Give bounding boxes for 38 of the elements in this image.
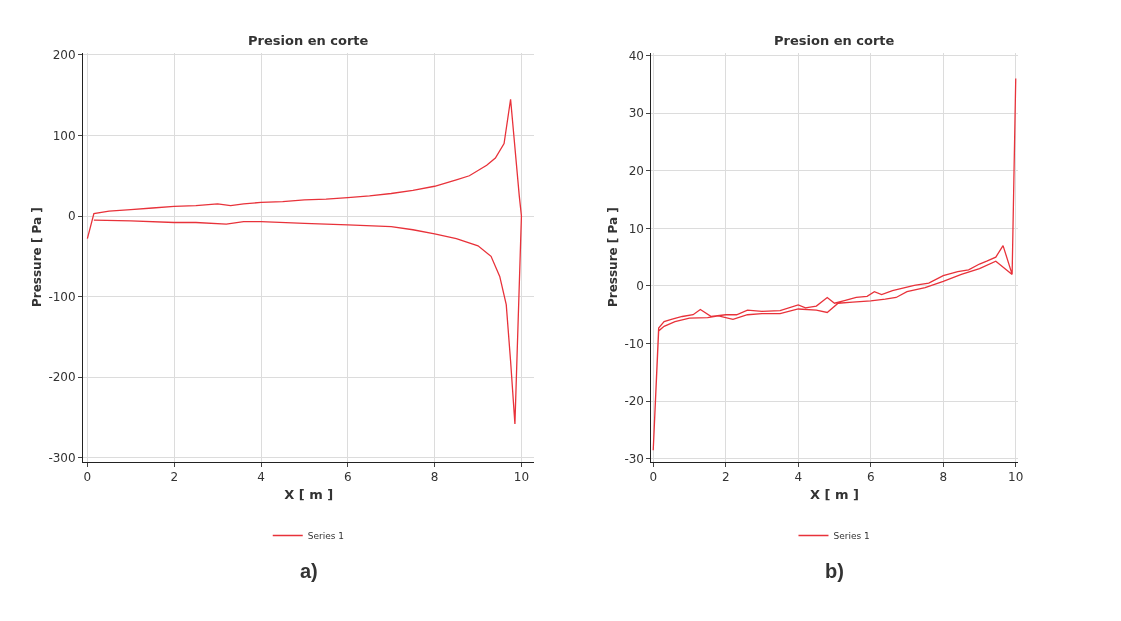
x-tick-label: 8 <box>430 470 439 485</box>
line-series <box>652 77 1017 451</box>
y-tick-label: 10 <box>628 221 645 236</box>
x-tick-label: 2 <box>721 470 730 485</box>
y-tick-label: -200 <box>48 370 76 385</box>
y-tick-label: 30 <box>628 106 645 121</box>
y-tick-label: -100 <box>48 289 76 304</box>
legend-label: Series 1 <box>833 531 870 542</box>
line-series <box>86 98 523 425</box>
y-tick-label: -20 <box>624 394 645 409</box>
x-tick-label: 4 <box>257 470 265 485</box>
y-tick-label: 0 <box>636 279 645 294</box>
x-tick-label: 6 <box>343 470 352 485</box>
x-tick-label: 6 <box>866 470 875 485</box>
y-axis-title: Pressure [ Pa ] <box>605 207 620 308</box>
chart-title: Presion en corte <box>774 33 895 48</box>
x-tick-label: 0 <box>83 470 92 485</box>
y-tick-label: 100 <box>52 128 76 143</box>
x-tick-label: 10 <box>1008 470 1024 485</box>
text: b) <box>825 560 844 582</box>
y-tick-label: 40 <box>628 48 645 63</box>
y-tick-label: -30 <box>624 452 645 467</box>
y-tick-label: 20 <box>628 163 645 178</box>
legend-label: Series 1 <box>307 531 345 542</box>
x-axis-title: X [ m ] <box>809 486 859 502</box>
x-tick-label: 10 <box>513 470 530 485</box>
x-tick-label: 2 <box>170 470 179 485</box>
y-tick-label: 0 <box>68 209 76 224</box>
y-tick-label: -10 <box>624 336 645 351</box>
y-tick-label: 200 <box>52 48 76 63</box>
x-tick-label: 8 <box>939 470 948 485</box>
y-axis-title: Pressure [ Pa ] <box>29 207 44 308</box>
text: a) <box>300 560 318 582</box>
chart-title: Presion en corte <box>248 33 369 48</box>
x-axis-title: X [ m ] <box>284 486 334 502</box>
x-tick-label: 4 <box>794 470 803 485</box>
x-tick-label: 0 <box>649 470 658 485</box>
y-tick-label: -300 <box>48 450 76 465</box>
